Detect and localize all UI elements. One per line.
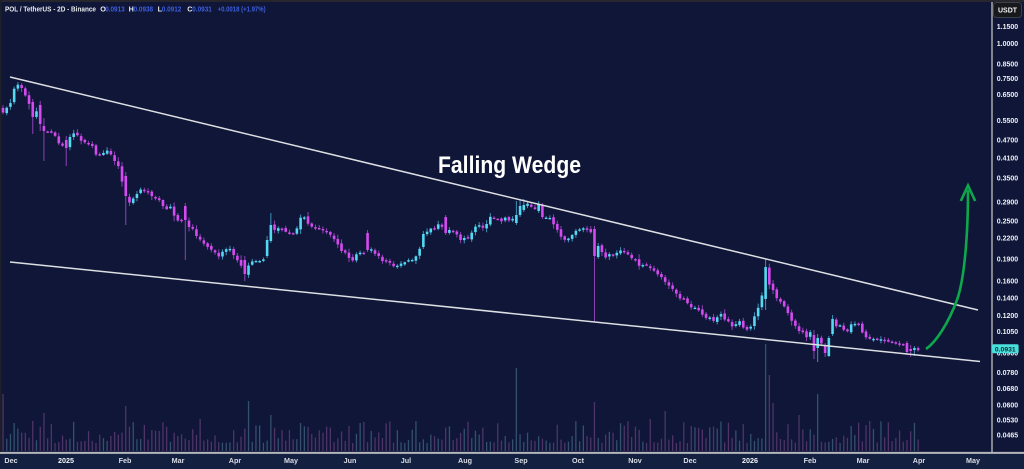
svg-text:0.0931: 0.0931 (995, 347, 1016, 354)
svg-text:H: H (129, 5, 134, 14)
svg-text:0.2200: 0.2200 (997, 235, 1019, 242)
svg-text:Dec: Dec (4, 456, 17, 465)
svg-text:0.0465: 0.0465 (997, 433, 1019, 440)
svg-text:Feb: Feb (804, 456, 817, 465)
svg-text:0.1400: 0.1400 (997, 296, 1019, 303)
svg-text:0.4100: 0.4100 (997, 156, 1019, 163)
svg-text:2025: 2025 (58, 456, 74, 465)
svg-text:Apr: Apr (229, 456, 242, 465)
svg-text:+0.0018 (+1.97%): +0.0018 (+1.97%) (218, 5, 267, 14)
svg-text:0.3500: 0.3500 (997, 176, 1019, 183)
svg-text:0.0530: 0.0530 (997, 418, 1019, 425)
svg-text:0.1200: 0.1200 (997, 313, 1019, 320)
svg-text:May: May (966, 456, 980, 465)
svg-text:O: O (100, 5, 106, 14)
svg-text:0.0938: 0.0938 (134, 5, 154, 14)
svg-text:Nov: Nov (628, 456, 642, 465)
svg-text:USDT: USDT (998, 8, 1018, 15)
svg-text:Apr: Apr (913, 456, 926, 465)
svg-text:0.7500: 0.7500 (997, 76, 1019, 83)
svg-text:Oct: Oct (572, 456, 585, 465)
svg-text:0.2500: 0.2500 (997, 219, 1019, 226)
svg-text:2026: 2026 (742, 456, 758, 465)
svg-text:0.8500: 0.8500 (997, 62, 1019, 69)
svg-text:0.1050: 0.1050 (997, 329, 1019, 336)
svg-text:0.0912: 0.0912 (162, 5, 182, 14)
svg-text:0.0680: 0.0680 (997, 386, 1019, 393)
svg-text:Aug: Aug (458, 456, 472, 465)
svg-text:0.1900: 0.1900 (997, 256, 1019, 263)
svg-text:Falling Wedge: Falling Wedge (438, 152, 581, 179)
svg-text:0.0900: 0.0900 (997, 351, 1019, 358)
svg-text:Jul: Jul (401, 456, 411, 465)
svg-text:Feb: Feb (119, 456, 132, 465)
svg-text:0.0931: 0.0931 (192, 5, 212, 14)
svg-text:0.0913: 0.0913 (105, 5, 125, 14)
svg-text:0.2900: 0.2900 (997, 199, 1019, 206)
svg-text:Mar: Mar (857, 456, 870, 465)
svg-text:0.0780: 0.0780 (997, 370, 1019, 377)
svg-text:Sep: Sep (514, 456, 528, 465)
svg-text:0.0600: 0.0600 (997, 402, 1019, 409)
svg-text:1.1500: 1.1500 (997, 24, 1019, 31)
svg-text:0.6500: 0.6500 (997, 92, 1019, 99)
svg-text:0.1600: 0.1600 (997, 279, 1019, 286)
svg-text:May: May (284, 456, 298, 465)
svg-text:0.4700: 0.4700 (997, 138, 1019, 145)
svg-text:Dec: Dec (683, 456, 696, 465)
svg-text:Jun: Jun (344, 456, 357, 465)
svg-text:C: C (187, 5, 192, 14)
svg-text:0.5500: 0.5500 (997, 118, 1019, 125)
svg-text:L: L (158, 5, 163, 14)
svg-text:POL / TetherUS - 2D - Binance: POL / TetherUS - 2D - Binance (5, 5, 96, 14)
svg-text:1.0000: 1.0000 (997, 41, 1019, 48)
svg-text:Mar: Mar (172, 456, 185, 465)
